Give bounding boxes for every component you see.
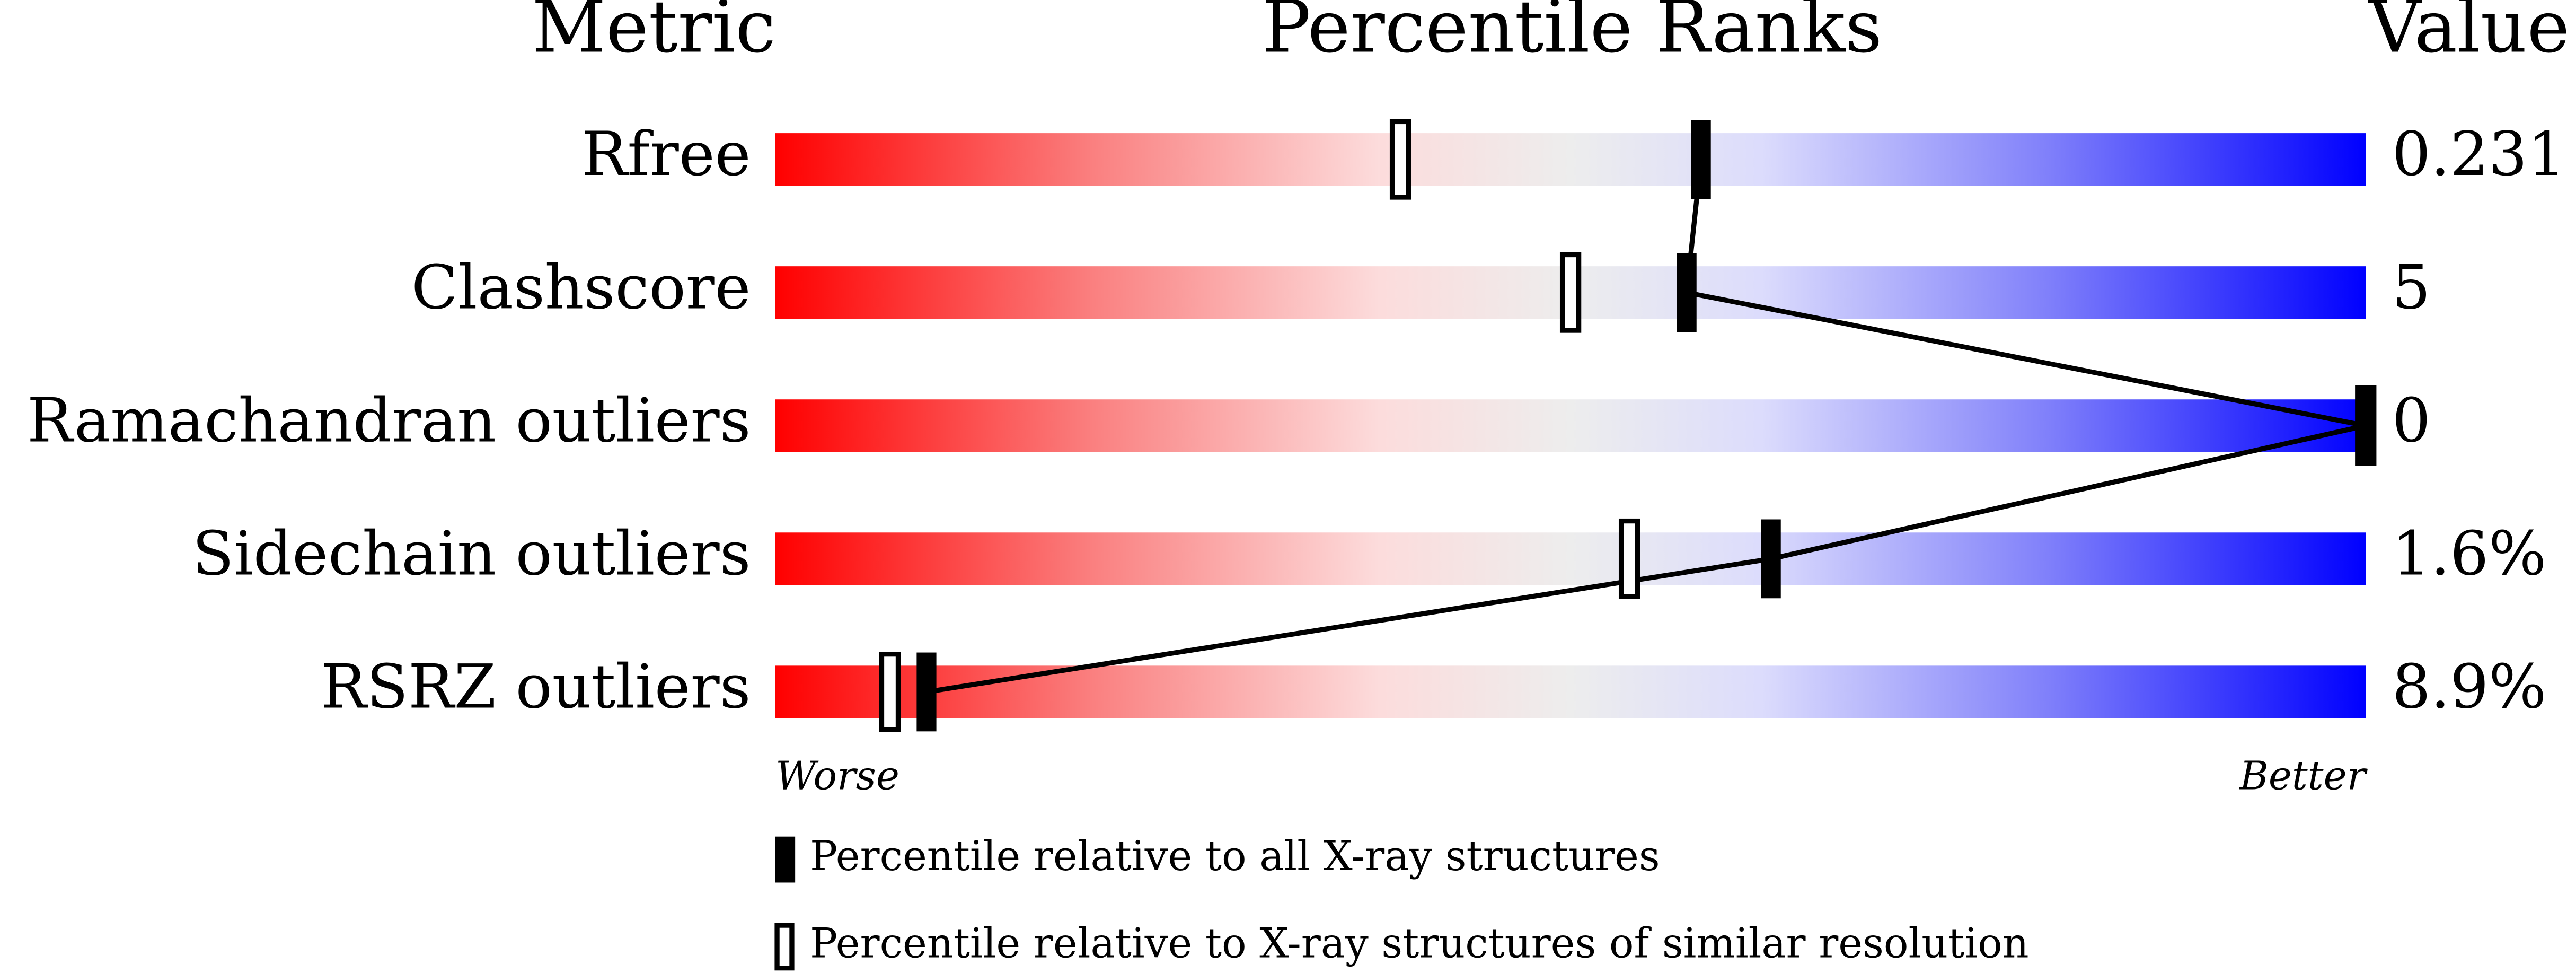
metric-label: Clashscore (411, 252, 751, 323)
percentile-marker (1677, 253, 1697, 332)
value-header: Value (2368, 0, 2570, 69)
metric-value: 1.6% (2392, 519, 2546, 589)
metric-value: 0 (2392, 385, 2431, 456)
legend-label: Percentile relative to all X-ray structu… (810, 832, 1660, 880)
percentile-marker-open (1559, 252, 1582, 333)
legend-swatch (775, 836, 796, 883)
metric-label: Rfree (581, 119, 751, 190)
metric-value: 5 (2392, 252, 2431, 323)
percentile-marker-open (1389, 119, 1411, 200)
percentile-bar (775, 133, 2366, 186)
legend-swatch (774, 923, 795, 971)
chart-title: Percentile Ranks (1262, 0, 1882, 69)
legend-label: Percentile relative to X-ray structures … (810, 919, 2029, 967)
metric-value: 8.9% (2392, 652, 2546, 722)
percentile-bar (775, 399, 2366, 452)
percentile-marker (1691, 120, 1711, 199)
metric-label: RSRZ outliers (321, 652, 751, 722)
percentile-marker (916, 652, 937, 732)
metric-value: 0.231 (2392, 119, 2566, 190)
percentile-marker (1761, 519, 1781, 599)
better-label: Better (2238, 753, 2368, 799)
percentile-marker (2356, 386, 2376, 466)
worse-label: Worse (775, 753, 899, 799)
metric-label: Sidechain outliers (192, 519, 751, 589)
percentile-bar (775, 665, 2366, 718)
metric-label: Ramachandran outliers (27, 385, 751, 456)
percentile-marker-open (1618, 518, 1640, 599)
percentile-bar (775, 532, 2366, 585)
percentile-marker-open (879, 651, 901, 732)
metric-header: Metric (532, 0, 775, 69)
